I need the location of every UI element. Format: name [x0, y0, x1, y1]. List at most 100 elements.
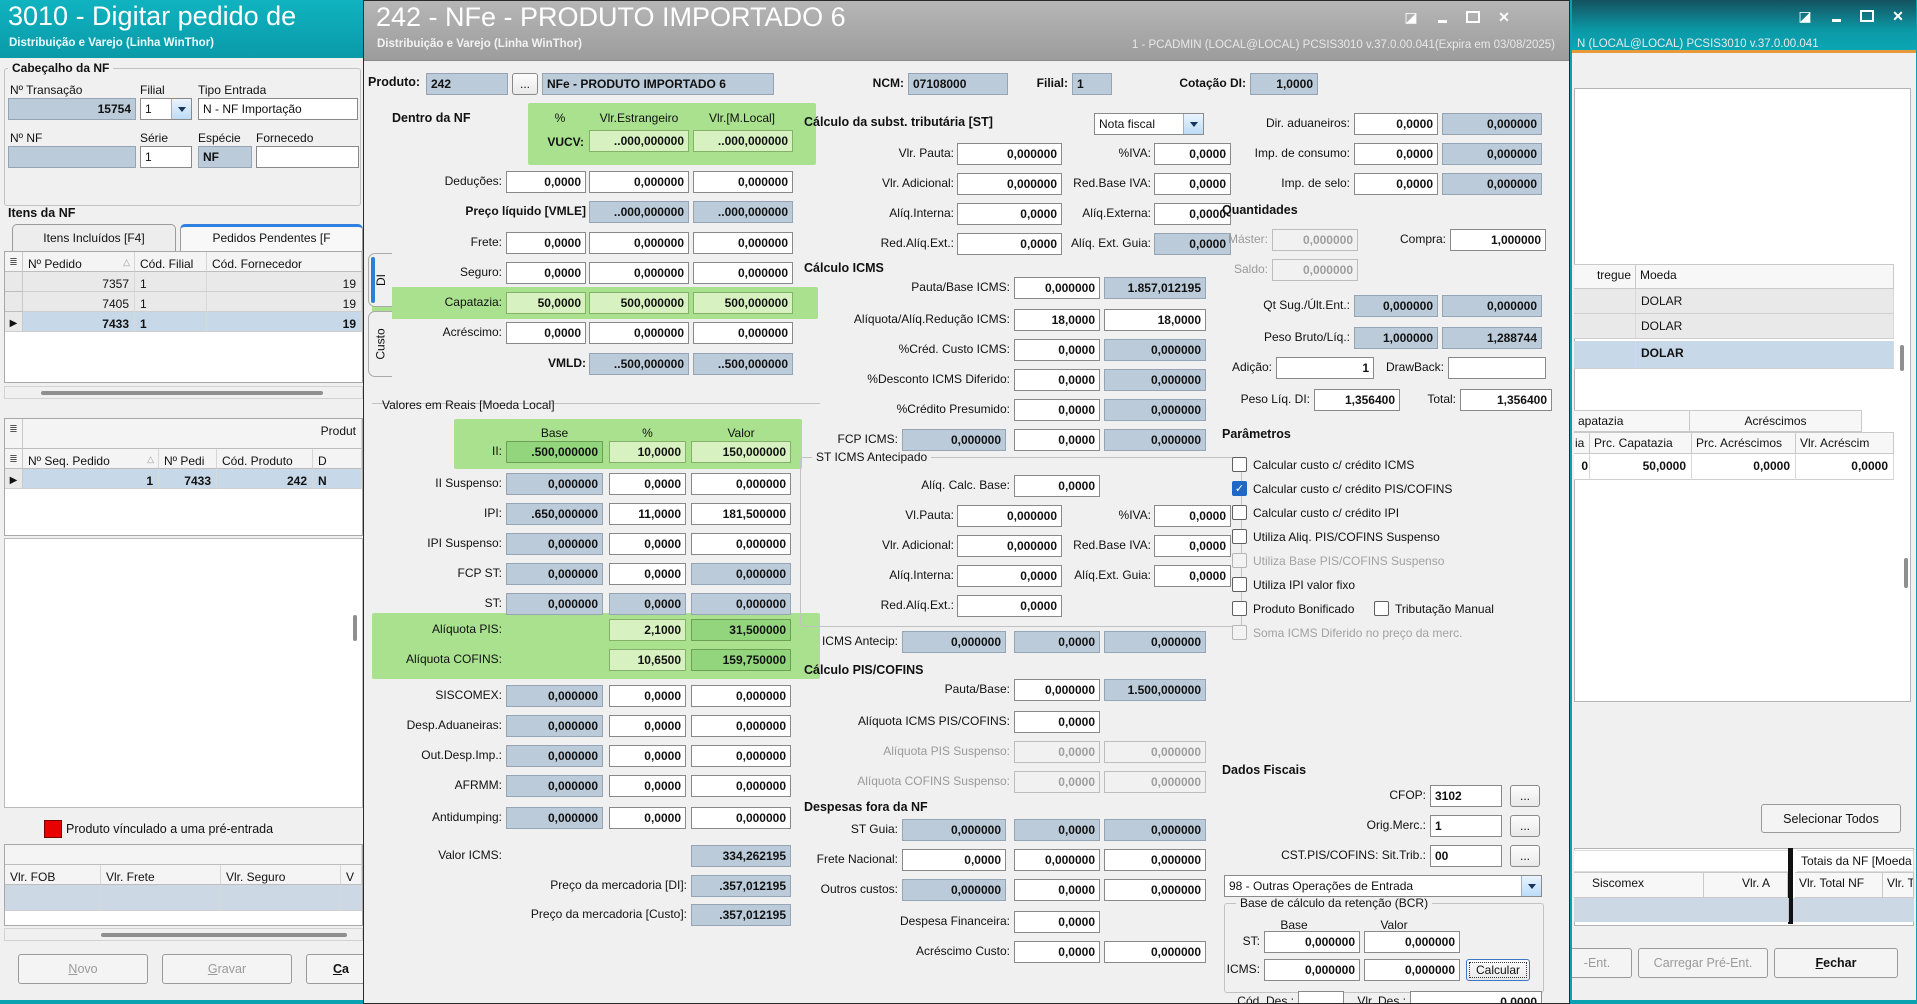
aliquota-icms-pis-cofins-field[interactable]: 0,0000 [1014, 711, 1100, 733]
grid-properties-icon[interactable]: ≣ [5, 419, 23, 449]
siscomex-field[interactable]: 0,000000 [691, 685, 791, 707]
col-n-pedido[interactable]: Nº Pedido △ [23, 252, 135, 272]
close-icon[interactable]: ✕ [1498, 8, 1510, 25]
vlr-adicional-field[interactable]: 0,000000 [957, 535, 1062, 557]
aliq-externa-field[interactable]: 0,0000 [1154, 203, 1231, 225]
table-row[interactable]: 7357 1 19 [5, 272, 362, 292]
table-row-selected[interactable]: ▶ 1 7433 242 N [5, 469, 362, 489]
aliq-calc-base-field[interactable]: 0,0000 [1014, 475, 1100, 497]
vertical-scrollbar[interactable] [353, 615, 357, 641]
drawback-field[interactable] [1448, 357, 1546, 379]
antidumping-field[interactable]: 0,0000 [609, 807, 686, 829]
peso-liq-di-field[interactable]: 1,356400 [1314, 389, 1400, 411]
tab-pedidos-pendentes[interactable]: Pedidos Pendentes [F [180, 224, 363, 251]
minimize-icon[interactable] [1826, 7, 1846, 25]
close-icon[interactable]: ✕ [1892, 7, 1904, 24]
cfop-browse-button[interactable]: ... [1510, 785, 1540, 807]
gravar-button[interactable]: Gravar [162, 954, 292, 984]
frete-field[interactable]: 0,000000 [589, 232, 689, 254]
pauta-base-icms-field[interactable]: 0,000000 [1014, 277, 1100, 299]
fechar-button[interactable]: Fechar [1774, 948, 1898, 978]
ipi-field[interactable]: 11,0000 [609, 503, 686, 525]
st-field[interactable]: 0,000000 [1364, 931, 1460, 953]
fornecedor-field[interactable] [256, 146, 359, 168]
iva-field[interactable]: 0,0000 [1154, 505, 1231, 527]
cell[interactable]: 0 [1574, 454, 1590, 480]
col-vlr-fob[interactable]: Vlr. FOB [5, 865, 101, 885]
col-n-pedido[interactable]: Nº Pedi [159, 449, 217, 469]
ii-suspenso-field[interactable]: 0,0000 [609, 473, 686, 495]
col-vlr-a[interactable]: Vlr. A [1704, 872, 1788, 898]
acrescimo-field[interactable]: 0,0000 [506, 322, 586, 344]
horizontal-scrollbar[interactable] [4, 386, 363, 399]
pauta-base-field[interactable]: 0,000000 [1014, 679, 1100, 701]
filial-select[interactable]: 1 [140, 98, 192, 120]
compra-field[interactable]: 1,000000 [1450, 229, 1546, 251]
gravar-pre-ent-button[interactable]: -Ent. [1572, 948, 1632, 978]
restore-icon[interactable]: ◪ [1404, 8, 1418, 25]
calcular-custo-c-credito-icms-checkbox[interactable] [1232, 457, 1247, 472]
afrmm-field[interactable]: 0,0000 [609, 775, 686, 797]
deducoes-field[interactable]: 0,000000 [693, 171, 793, 193]
vucv-field[interactable]: ..000,000000 [589, 130, 689, 152]
maximize-icon[interactable] [1463, 8, 1483, 26]
ipi-suspenso-field[interactable]: 0,0000 [609, 533, 686, 555]
col-entregue[interactable]: tregue [1574, 264, 1636, 289]
vl-pauta-field[interactable]: 0,000000 [957, 505, 1062, 527]
cell-prc-capatazia[interactable]: 50,0000 [1590, 454, 1692, 480]
aliquota-aliq-reducao-icms-field[interactable]: 18,0000 [1014, 309, 1100, 331]
ii-suspenso-field[interactable]: 0,000000 [691, 473, 791, 495]
tab-di[interactable]: DI [368, 253, 392, 307]
red-base-iva-field[interactable]: 0,0000 [1154, 173, 1231, 195]
frete-nacional-field[interactable]: 0,000000 [1104, 849, 1206, 871]
nota-fiscal-select[interactable]: Nota fiscal [1094, 113, 1204, 135]
minimize-icon[interactable] [1432, 8, 1452, 26]
table-row[interactable] [5, 885, 362, 911]
cst-pis-cofins-sit-trib-field[interactable]: 00 [1430, 845, 1502, 867]
col-cod-filial[interactable]: Cód. Filial [135, 252, 207, 272]
carregar-pre-ent-button[interactable]: Carregar Pré-Ent. [1638, 948, 1768, 978]
col-vlr-frete[interactable]: Vlr. Frete [101, 865, 221, 885]
col-vlr-seguro[interactable]: Vlr. Seguro [221, 865, 341, 885]
cancelar-button[interactable]: Ca [306, 954, 363, 984]
cfop-field[interactable]: 3102 [1430, 785, 1502, 807]
aliq-ext-guia-field[interactable]: 0,0000 [1154, 565, 1231, 587]
out-desp-imp-field[interactable]: 0,000000 [691, 745, 791, 767]
col-clipped[interactable]: ia [1574, 432, 1590, 454]
frete-nacional-field[interactable]: 0,000000 [1014, 849, 1100, 871]
col-vlr-extra[interactable]: V [341, 865, 362, 885]
red-base-iva-field[interactable]: 0,0000 [1154, 535, 1231, 557]
col-cod-fornecedor[interactable]: Cód. Fornecedor [207, 252, 362, 272]
vlr-des-field[interactable]: 0,0000 [1410, 991, 1542, 1003]
desp-aduaneiras-field[interactable]: 0,000000 [691, 715, 791, 737]
table-row[interactable]: 7405 1 19 [5, 292, 362, 312]
vertical-scrollbar[interactable] [1900, 345, 1904, 371]
tab-custo[interactable]: Custo [368, 311, 392, 377]
adicao-field[interactable]: 1 [1276, 357, 1374, 379]
aliquota-aliq-reducao-icms-field[interactable]: 18,0000 [1104, 309, 1206, 331]
aliquota-pis-field[interactable]: 2,1000 [609, 619, 686, 641]
produto-bonificado-checkbox[interactable] [1232, 601, 1247, 616]
outros-custos-field[interactable]: 0,000000 [1104, 879, 1206, 901]
afrmm-field[interactable]: 0,000000 [691, 775, 791, 797]
vlr-pauta-field[interactable]: 0,000000 [957, 143, 1062, 165]
table-row[interactable] [1793, 898, 1914, 922]
outros-custos-field[interactable]: 0,0000 [1014, 879, 1100, 901]
grid-properties-icon[interactable]: ≣ [5, 252, 23, 272]
tributacao-manual-checkbox[interactable] [1374, 601, 1389, 616]
col-n-seq-pedido[interactable]: Nº Seq. Pedido △ [23, 449, 159, 469]
acrescimo-custo-field[interactable]: 0,000000 [1104, 941, 1206, 963]
total-field[interactable]: 1,356400 [1460, 389, 1552, 411]
calcular-custo-c-credito-pis-cofins-checkbox[interactable]: ✓ [1232, 481, 1247, 496]
col-siscomex[interactable]: Siscomex [1574, 872, 1704, 898]
imp-de-selo-field[interactable]: 0,0000 [1354, 173, 1438, 195]
cod-des-field[interactable] [1298, 991, 1344, 1003]
novo-button[interactable]: Novo [18, 954, 148, 984]
seguro-field[interactable]: 0,000000 [589, 262, 689, 284]
red-aliq-ext-field[interactable]: 0,0000 [957, 233, 1062, 255]
cell-prc-acrescimos[interactable]: 0,0000 [1692, 454, 1796, 480]
deducoes-field[interactable]: 0,000000 [589, 171, 689, 193]
calcular-button[interactable]: Calcular [1466, 959, 1530, 981]
col-vlr-total-nf-2[interactable]: Vlr. Total NF [1883, 872, 1914, 898]
cst-pis-cofins-sit-trib-browse-button[interactable]: ... [1510, 845, 1540, 867]
